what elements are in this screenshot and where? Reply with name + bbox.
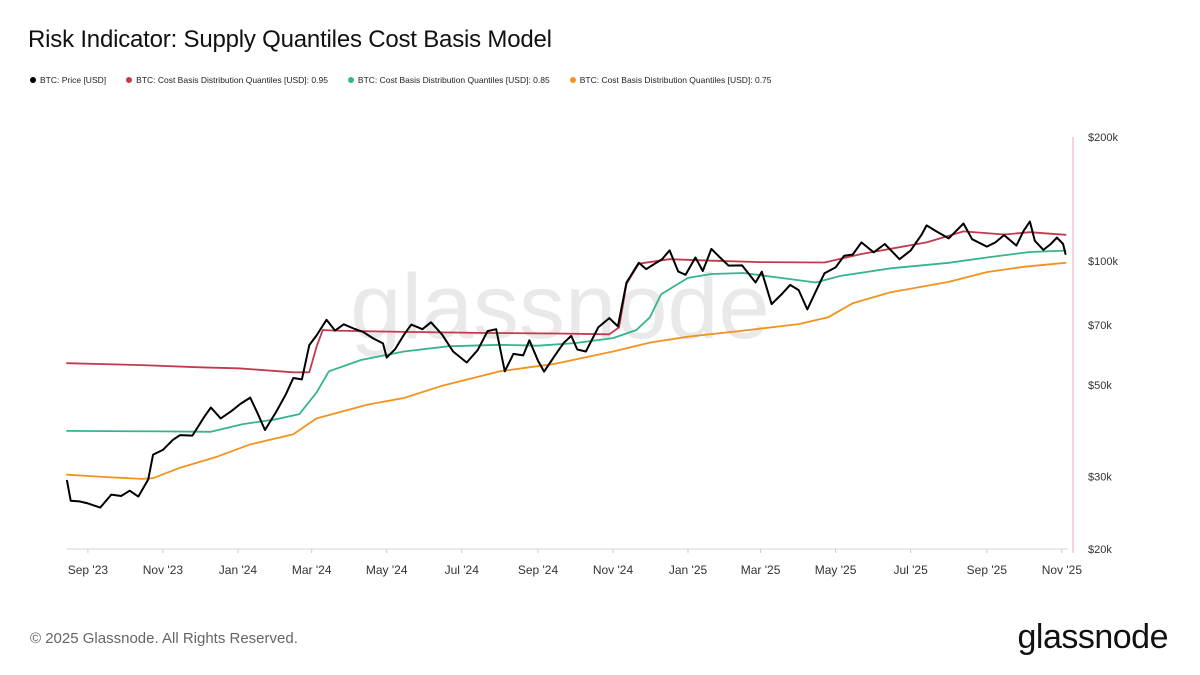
legend-label-q75: BTC: Cost Basis Distribution Quantiles [… <box>579 75 772 85</box>
legend-label-q95: BTC: Cost Basis Distribution Quantiles [… <box>136 75 328 85</box>
chart-legend: BTC: Price [USD] BTC: Cost Basis Distrib… <box>30 75 772 85</box>
x-tick-label: May '25 <box>815 563 857 577</box>
x-tick-label: Jul '25 <box>893 563 928 577</box>
x-axis: Sep '23 Nov '23 Jan '24 Mar '24 May '24 Jul '… <box>67 548 1083 577</box>
price-line <box>66 220 1067 509</box>
x-tick-label: Nov '25 <box>1042 563 1083 577</box>
x-tick-label: Nov '23 <box>143 563 184 577</box>
legend-item-price[interactable]: BTC: Price [USD] <box>30 75 106 85</box>
legend-dot-price <box>30 77 36 83</box>
x-tick-label: Nov '24 <box>593 563 634 577</box>
y-tick-label: $70k <box>1088 320 1112 332</box>
legend-label-price: BTC: Price [USD] <box>40 75 107 85</box>
quantile-085-line <box>66 249 1067 433</box>
x-tick-label: Mar '25 <box>741 563 781 577</box>
legend-dot-q75 <box>569 77 576 83</box>
legend-label-q85: BTC: Cost Basis Distribution Quantiles [… <box>357 75 550 85</box>
x-tick-label: Sep '24 <box>518 563 559 577</box>
legend-item-q75[interactable]: BTC: Cost Basis Distribution Quantiles [… <box>569 75 772 85</box>
watermark-text: glassnode <box>350 256 769 358</box>
x-tick-label: Jul '24 <box>445 563 480 577</box>
copyright-footer: © 2025 Glassnode. All Rights Reserved. <box>30 630 298 647</box>
y-tick-label: $100k <box>1088 256 1118 268</box>
y-tick-label: $30k <box>1088 471 1112 483</box>
x-tick-label: Jan '25 <box>669 563 708 577</box>
legend-dot-q95 <box>126 77 133 83</box>
y-tick-label: $20k <box>1088 544 1112 556</box>
legend-dot-q85 <box>347 77 354 83</box>
y-axis: $200k $100k $70k $50k $30k $20k <box>1072 132 1118 556</box>
series-layer <box>66 220 1067 509</box>
chart-title: Risk Indicator: Supply Quantiles Cost Ba… <box>28 26 552 53</box>
quantile-075-line <box>66 261 1067 480</box>
x-tick-label: Jan '24 <box>219 563 258 577</box>
x-tick-label: Sep '25 <box>967 563 1008 577</box>
y-tick-label: $50k <box>1088 380 1112 392</box>
brand-logo: glassnode <box>1017 618 1168 656</box>
x-tick-label: May '24 <box>366 563 408 577</box>
x-tick-label: Sep '23 <box>68 563 109 577</box>
y-tick-label: $200k <box>1088 132 1118 144</box>
x-tick-label: Mar '24 <box>292 563 332 577</box>
legend-item-q85[interactable]: BTC: Cost Basis Distribution Quantiles [… <box>347 75 550 85</box>
legend-item-q95[interactable]: BTC: Cost Basis Distribution Quantiles [… <box>126 75 328 85</box>
